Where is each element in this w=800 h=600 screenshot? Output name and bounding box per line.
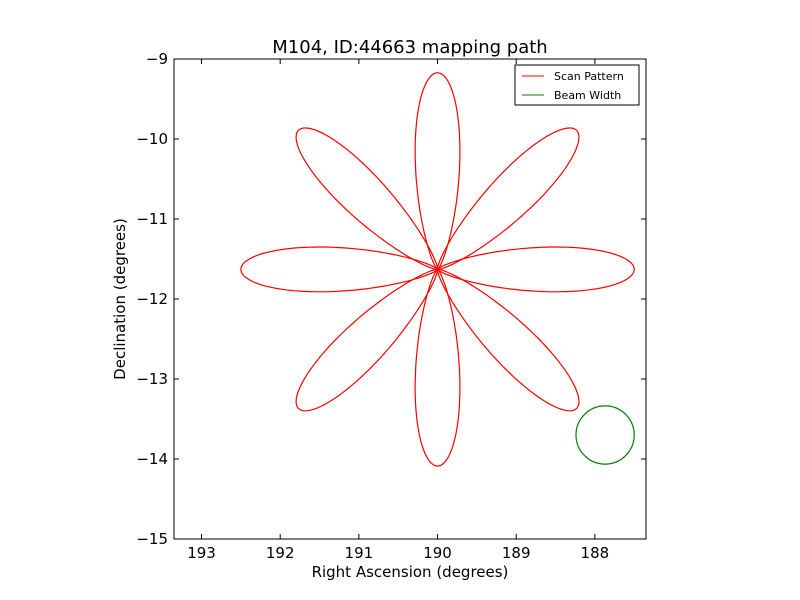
y-tick-label-7: −15 xyxy=(136,530,168,548)
x-ticks: 193 192 191 190 189 188 xyxy=(187,59,609,562)
y-tick-label-5: −13 xyxy=(136,370,168,388)
chart-title: M104, ID:44663 mapping path xyxy=(272,37,547,58)
scan-pattern-petal-4 xyxy=(436,268,580,412)
legend-label-beam-width: Beam Width xyxy=(554,89,621,102)
y-tick-label-4: −12 xyxy=(136,290,168,308)
y-ticks: −9 −10 −11 −12 −13 −14 −15 xyxy=(136,50,646,548)
beam-width-circle xyxy=(575,405,635,465)
series-layer xyxy=(240,72,635,467)
y-tick-label-6: −14 xyxy=(136,450,168,468)
scan-pattern-petal-1 xyxy=(414,72,461,270)
x-tick-label-1: 193 xyxy=(187,544,216,562)
legend-box xyxy=(514,64,640,106)
x-axis-label: Right Ascension (degrees) xyxy=(312,563,509,581)
scan-pattern-petal-3 xyxy=(437,246,635,293)
legend-label-scan-pattern: Scan Pattern xyxy=(554,70,624,83)
y-tick-label-3: −11 xyxy=(136,210,168,228)
y-axis-label: Declination (degrees) xyxy=(111,218,129,380)
x-tick-label-2: 192 xyxy=(266,544,295,562)
x-tick-label-6: 188 xyxy=(581,544,610,562)
scan-pattern-petal-6 xyxy=(295,268,439,412)
x-tick-label-4: 190 xyxy=(423,544,452,562)
scan-pattern-petal-8 xyxy=(295,127,439,271)
plot-area xyxy=(240,72,635,467)
scan-pattern-petal-7 xyxy=(240,246,439,293)
x-tick-label-5: 189 xyxy=(502,544,531,562)
scan-pattern-petal-2 xyxy=(436,127,580,271)
y-tick-label-2: −10 xyxy=(136,130,168,148)
scan-pattern-petal-5 xyxy=(414,268,461,467)
plot-frame xyxy=(173,58,647,540)
legend: Scan Pattern Beam Width xyxy=(514,64,640,106)
x-tick-label-3: 191 xyxy=(345,544,374,562)
y-tick-label-1: −9 xyxy=(146,50,168,68)
